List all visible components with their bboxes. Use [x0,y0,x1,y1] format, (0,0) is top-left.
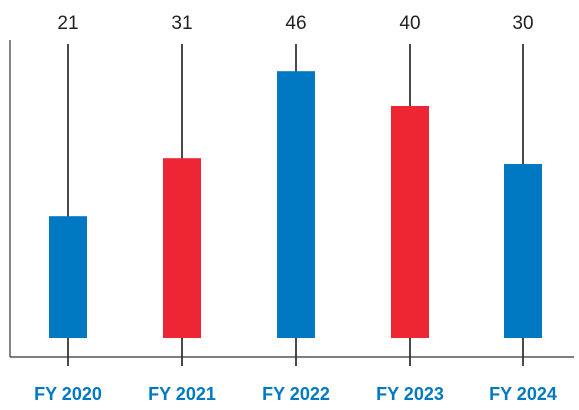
category-label: FY 2020 [34,384,102,404]
bar-fy-2022 [277,71,315,338]
category-label: FY 2023 [376,384,444,404]
data-label: 30 [512,13,533,34]
category-label: FY 2022 [262,384,330,404]
bar-fy-2023 [391,106,429,338]
bars [49,71,542,338]
data-label: 21 [57,13,78,34]
category-labels: FY 2020 FY 2021 FY 2022 FY 2023 FY 2024 [34,384,557,404]
data-label: 31 [171,13,192,34]
data-labels: 21 31 46 40 30 [57,13,533,34]
bar-fy-2021 [163,158,201,338]
bar-fy-2020 [49,216,87,338]
bar-fy-2024 [504,164,542,338]
category-label: FY 2021 [148,384,216,404]
data-label: 46 [285,13,306,34]
category-label: FY 2024 [489,384,557,404]
data-label: 40 [399,13,420,34]
